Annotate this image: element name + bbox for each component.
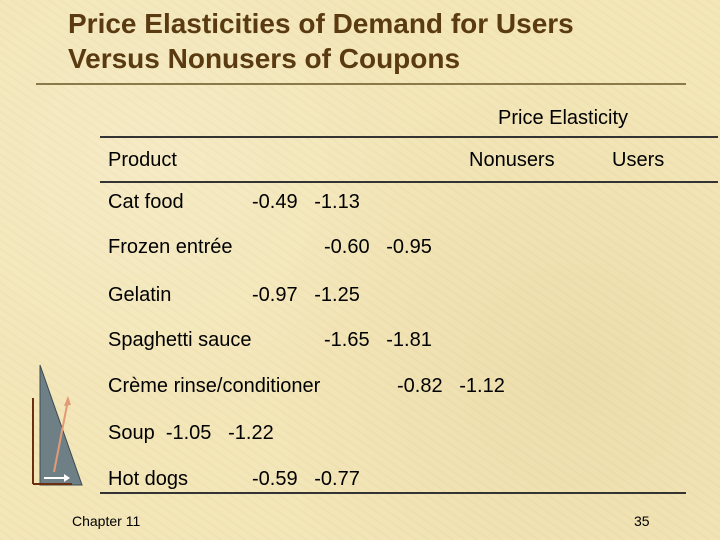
row-nonusers-value: -1.65 bbox=[324, 329, 370, 351]
table-row-values: -0.59 -0.77 bbox=[252, 467, 360, 491]
table-row: Crème rinse/conditioner bbox=[108, 374, 320, 398]
table-row: Spaghetti sauce bbox=[108, 328, 251, 352]
table-row-values: -0.60 -0.95 bbox=[324, 235, 432, 259]
table-row-values: -0.82 -1.12 bbox=[397, 374, 505, 398]
title-line-1: Price Elasticities of Demand for Users bbox=[68, 8, 574, 39]
row-product: Hot dogs bbox=[108, 468, 189, 490]
table-top-rule bbox=[100, 136, 718, 138]
row-nonusers-value: -0.49 bbox=[252, 191, 298, 213]
price-elasticity-header: Price Elasticity bbox=[498, 107, 629, 129]
demand-triangle-logo bbox=[32, 364, 83, 486]
row-product: Gelatin bbox=[108, 284, 172, 306]
slide-title: Price Elasticities of Demand for Users V… bbox=[68, 6, 708, 76]
table-row-values: -0.49 -1.13 bbox=[252, 190, 360, 214]
row-nonusers-value: -0.60 bbox=[324, 236, 370, 258]
row-product: Cat food bbox=[108, 191, 184, 213]
title-underline bbox=[36, 83, 686, 85]
table-row: Frozen entrée bbox=[108, 235, 233, 259]
table-row-values: -0.97 -1.25 bbox=[252, 283, 360, 307]
row-product: Crème rinse/conditioner bbox=[108, 375, 321, 397]
table-row: Gelatin bbox=[108, 283, 171, 307]
row-users-value: -1.12 bbox=[459, 375, 505, 397]
row-users-value: -0.77 bbox=[314, 468, 360, 490]
row-users-value: -1.22 bbox=[228, 422, 274, 444]
chapter-label: Chapter 11 bbox=[72, 513, 141, 529]
row-users-value: -0.95 bbox=[386, 236, 432, 258]
row-nonusers-value: -1.05 bbox=[165, 422, 212, 444]
row-product: Soup bbox=[108, 422, 155, 444]
row-product: Spaghetti sauce bbox=[108, 329, 252, 351]
row-users-value: -1.25 bbox=[314, 284, 360, 306]
row-product: Frozen entrée bbox=[108, 236, 233, 258]
row-nonusers-value: -0.82 bbox=[397, 375, 443, 397]
title-line-2: Versus Nonusers of Coupons bbox=[68, 43, 461, 74]
table-bottom-rule bbox=[100, 492, 686, 494]
row-nonusers-value: -0.59 bbox=[252, 468, 298, 490]
table-row-values: -1.65 -1.81 bbox=[324, 328, 432, 352]
row-users-value: -1.13 bbox=[314, 191, 360, 213]
users-column-header: Users bbox=[612, 149, 665, 171]
row-nonusers-value: -0.97 bbox=[252, 284, 298, 306]
row-users-value: -1.81 bbox=[386, 329, 432, 351]
table-row: Hot dogs bbox=[108, 467, 188, 491]
table-row: Cat food bbox=[108, 190, 184, 214]
nonusers-column-header: Nonusers bbox=[469, 149, 555, 171]
table-row: Soup -1.05 -1.22 bbox=[108, 421, 274, 445]
page-number: 35 bbox=[634, 513, 650, 529]
product-column-header: Product bbox=[108, 149, 177, 171]
header-bottom-rule bbox=[100, 181, 718, 183]
